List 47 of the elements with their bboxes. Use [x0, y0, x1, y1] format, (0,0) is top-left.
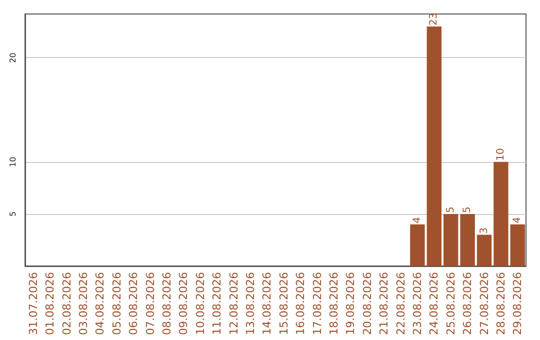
x-tick-label: 29.08.2026: [511, 272, 524, 336]
bar: [510, 224, 525, 266]
bar: [460, 214, 475, 266]
x-tick-label: 31.07.2026: [26, 272, 40, 336]
data-label: 5: [445, 206, 456, 213]
x-tick-label: 01.08.2026: [44, 272, 57, 336]
x-tick-label: 18.08.2026: [327, 272, 340, 336]
x-tick-label: 05.08.2026: [110, 272, 124, 336]
data-label: 3: [478, 227, 490, 234]
data-label: 5: [462, 206, 474, 213]
x-tick-label: 15.08.2026: [277, 272, 290, 336]
x-tick-label: 14.08.2026: [260, 272, 274, 336]
bar: [476, 234, 492, 266]
bar: [410, 224, 425, 266]
x-tick-label: 25.08.2026: [444, 272, 458, 336]
x-tick-label: 08.08.2026: [160, 272, 174, 336]
y-tick-label: 10: [8, 156, 18, 167]
x-tick-label: 10.08.2026: [194, 272, 207, 336]
x-tick-label: 28.08.2026: [494, 272, 508, 336]
x-tick-label: 19.08.2026: [344, 272, 358, 336]
x-tick-label: 07.08.2026: [144, 272, 157, 336]
bar: [444, 214, 458, 266]
x-tick-label: 17.08.2026: [310, 272, 324, 336]
x-tick-label: 24.08.2026: [428, 272, 441, 336]
x-tick-label: 13.08.2026: [244, 272, 257, 336]
y-tick-label: 5: [8, 211, 18, 216]
x-tick-label: 20.08.2026: [360, 272, 374, 336]
x-tick-label: 02.08.2026: [60, 272, 74, 336]
bar: [494, 162, 508, 266]
data-label: 23: [428, 12, 440, 26]
x-tick-label: 04.08.2026: [94, 272, 107, 336]
x-tick-label: 23.08.2026: [410, 272, 424, 336]
data-label: 4: [512, 216, 524, 224]
x-tick-label: 03.08.2026: [76, 272, 90, 336]
x-tick-label: 11.08.2026: [210, 272, 224, 336]
x-tick-label: 12.08.2026: [227, 272, 240, 336]
x-tick-label: 09.08.2026: [177, 272, 190, 336]
data-label: 4: [412, 216, 423, 224]
x-tick-label: 21.08.2026: [378, 272, 391, 336]
x-tick-label: 06.08.2026: [127, 272, 140, 336]
x-tick-label: 26.08.2026: [461, 272, 474, 336]
bar: [426, 26, 442, 266]
x-tick-label: 22.08.2026: [394, 272, 408, 336]
data-label: 10: [495, 148, 506, 161]
x-tick-label: 16.08.2026: [294, 272, 308, 336]
x-tick-label: 27.08.2026: [478, 272, 491, 336]
y-tick-label: 20: [8, 52, 18, 63]
